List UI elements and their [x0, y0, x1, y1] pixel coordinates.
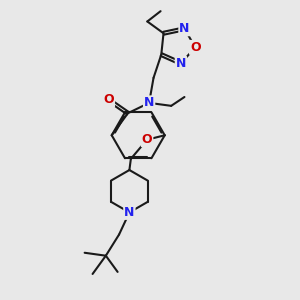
Text: N: N — [179, 22, 190, 35]
Text: N: N — [176, 57, 186, 70]
Text: O: O — [142, 133, 152, 146]
Text: O: O — [103, 93, 114, 106]
Text: N: N — [144, 96, 154, 110]
Text: O: O — [190, 41, 201, 54]
Text: N: N — [124, 206, 135, 219]
